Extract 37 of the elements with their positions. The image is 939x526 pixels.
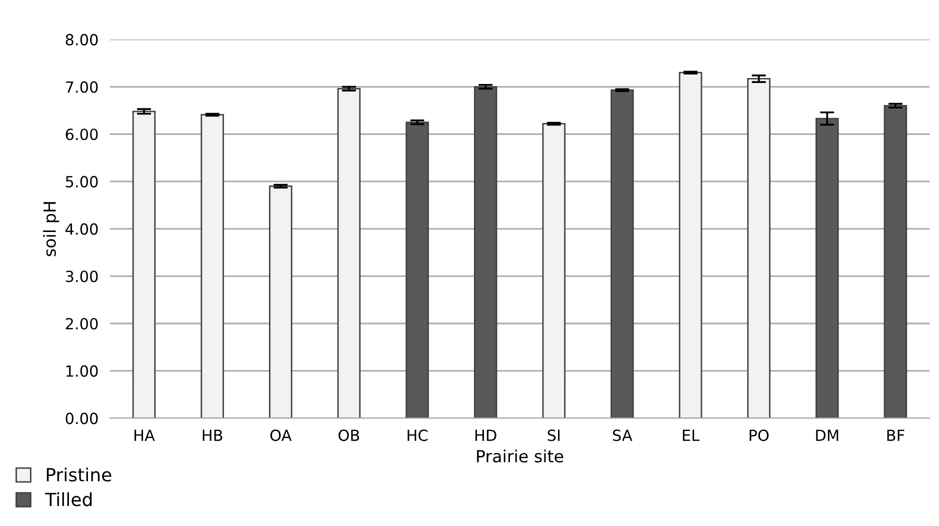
x-tick-label: HA bbox=[134, 430, 155, 441]
x-tick-label: BF bbox=[887, 430, 904, 441]
legend-label: Tilled bbox=[45, 492, 92, 506]
bar bbox=[200, 114, 224, 418]
bar bbox=[269, 186, 292, 418]
bar bbox=[610, 89, 634, 418]
y-tick-label: 7.00 bbox=[66, 81, 98, 93]
bar bbox=[474, 86, 498, 418]
y-tick-label: 3.00 bbox=[66, 270, 98, 282]
bar bbox=[337, 88, 361, 418]
bar bbox=[884, 105, 908, 418]
bar bbox=[406, 122, 429, 418]
x-tick-label: HC bbox=[408, 430, 428, 442]
y-tick-label: 0.00 bbox=[66, 412, 98, 424]
y-tick-label: 4.00 bbox=[65, 223, 98, 235]
x-axis-title: Prairie site bbox=[477, 450, 564, 463]
legend-label: Pristine bbox=[46, 468, 112, 482]
x-tick-label: EL bbox=[682, 430, 700, 441]
bar bbox=[816, 118, 839, 418]
x-tick-label: DM bbox=[816, 430, 838, 441]
y-tick-label: 1.00 bbox=[66, 365, 98, 377]
x-tick-label: OA bbox=[270, 430, 292, 442]
x-tick-label: SA bbox=[612, 430, 632, 442]
bar bbox=[542, 123, 566, 418]
y-tick-label: 6.00 bbox=[66, 128, 98, 140]
y-axis-title: soil pH bbox=[43, 202, 60, 256]
bar bbox=[132, 110, 156, 418]
bar bbox=[747, 78, 770, 418]
y-tick-label: 5.00 bbox=[66, 176, 98, 188]
x-tick-label: HB bbox=[202, 430, 222, 441]
bar bbox=[678, 72, 702, 418]
y-tick-label: 2.00 bbox=[66, 318, 98, 330]
x-tick-label: PO bbox=[750, 430, 769, 442]
x-tick-label: HD bbox=[475, 430, 496, 441]
x-tick-label: SI bbox=[548, 430, 560, 442]
x-tick-label: OB bbox=[338, 430, 360, 442]
y-tick-label: 8.00 bbox=[66, 34, 98, 46]
